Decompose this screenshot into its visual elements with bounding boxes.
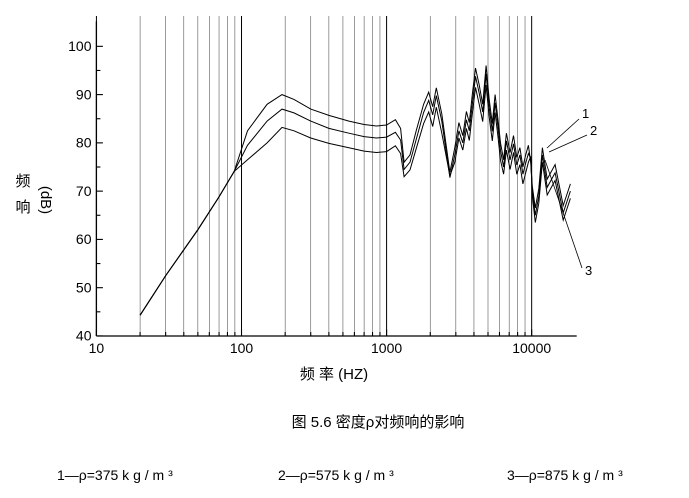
svg-text:频 率 (HZ): 频 率 (HZ) <box>300 366 368 383</box>
svg-text:1—ρ=375 k g / m ³: 1—ρ=375 k g / m ³ <box>57 467 173 483</box>
svg-text:响: 响 <box>15 199 30 216</box>
svg-text:100: 100 <box>230 340 254 356</box>
svg-text:(dB): (dB) <box>37 186 54 214</box>
svg-text:70: 70 <box>76 183 92 199</box>
svg-text:图 5.6 密度ρ对频响的影响: 图 5.6 密度ρ对频响的影响 <box>292 414 465 431</box>
svg-text:80: 80 <box>76 135 92 151</box>
svg-text:3: 3 <box>585 263 592 278</box>
svg-text:2—ρ=575 k g / m ³: 2—ρ=575 k g / m ³ <box>278 467 394 483</box>
svg-text:100: 100 <box>68 38 92 54</box>
svg-text:60: 60 <box>76 231 92 247</box>
svg-text:10000: 10000 <box>512 340 551 356</box>
svg-text:3—ρ=875 k g / m ³: 3—ρ=875 k g / m ³ <box>507 467 623 483</box>
svg-text:10: 10 <box>89 340 105 356</box>
svg-text:频: 频 <box>15 173 30 190</box>
svg-text:1000: 1000 <box>371 340 402 356</box>
svg-text:50: 50 <box>76 279 92 295</box>
svg-text:2: 2 <box>590 123 597 138</box>
svg-text:1: 1 <box>582 106 589 121</box>
svg-text:90: 90 <box>76 86 92 102</box>
